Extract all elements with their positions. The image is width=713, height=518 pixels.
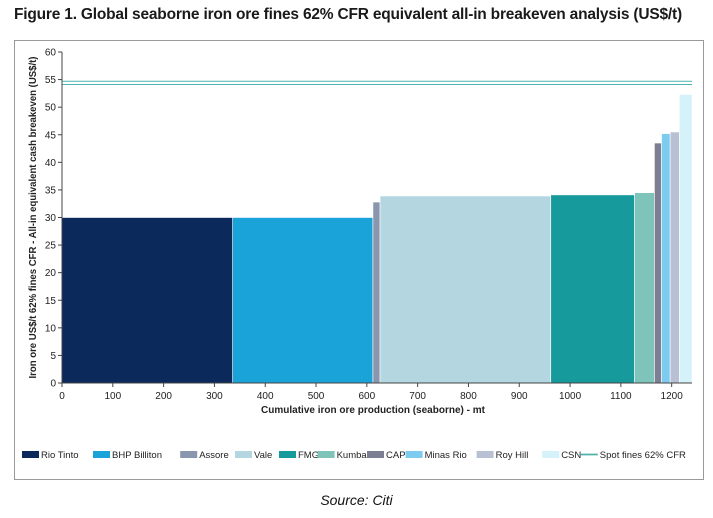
x-tick-label: 600 [358, 391, 375, 402]
legend-swatch-minas-rio [405, 451, 423, 458]
legend-label-spot-fines-62-cfr: Spot fines 62% CFR [600, 450, 686, 461]
x-tick-label: 900 [511, 391, 528, 402]
bar-csn [678, 94, 693, 384]
y-tick-label: 25 [45, 241, 57, 252]
y-axis-label: Iron ore US$/t 62% fines CFR - All-in eq… [28, 57, 39, 379]
source-note: Source: Citi [320, 492, 393, 508]
bar-kumba [634, 192, 655, 384]
legend-swatch-assore [180, 451, 198, 458]
legend-swatch-cap [367, 451, 384, 458]
bar-rio-tinto [61, 217, 234, 384]
bar-bhp-billiton [232, 217, 374, 384]
legend-label-bhp-billiton: BHP Billiton [112, 450, 162, 461]
legend-swatch-fmg [279, 451, 296, 458]
bar-roy-hill [669, 131, 680, 384]
y-tick-label: 15 [45, 296, 57, 307]
y-tick-label: 10 [45, 323, 57, 334]
x-tick-label: 1000 [559, 391, 582, 402]
x-tick-label: 700 [409, 391, 426, 402]
legend-label-cap: CAP [386, 450, 406, 461]
legend-label-csn: CSN [561, 450, 581, 461]
bar-fmg [550, 194, 635, 384]
legend-swatch-bhp-billiton [93, 451, 110, 458]
bar-minas-rio [661, 133, 671, 384]
x-axis-label: Cumulative iron ore production (seaborne… [261, 405, 486, 416]
legend-swatch-roy-hill [476, 451, 494, 458]
legend-label-vale: Vale [254, 450, 272, 461]
y-tick-label: 45 [45, 130, 57, 141]
bar-assore [372, 201, 381, 384]
y-tick-label: 55 [45, 75, 57, 86]
bar-cap [654, 142, 662, 384]
legend-swatch-kumba [317, 451, 335, 458]
x-tick-label: 1200 [661, 391, 684, 402]
y-tick-label: 50 [45, 103, 57, 114]
legend-swatch-rio-tinto [22, 451, 39, 458]
x-tick-label: 100 [104, 391, 121, 402]
legend-label-roy-hill: Roy Hill [496, 450, 529, 461]
bar-vale [379, 195, 552, 384]
legend-label-minas-rio: Minas Rio [425, 450, 467, 461]
x-tick-label: 400 [257, 391, 274, 402]
x-tick-label: 0 [59, 391, 65, 402]
legend-label-kumba: Kumba [337, 450, 368, 461]
y-tick-label: 0 [50, 379, 56, 390]
y-tick-label: 5 [50, 351, 56, 362]
x-tick-label: 500 [308, 391, 325, 402]
legend-label-assore: Assore [199, 450, 229, 461]
y-tick-label: 60 [45, 48, 57, 59]
y-tick-label: 35 [45, 185, 57, 196]
x-tick-label: 300 [206, 391, 223, 402]
y-tick-label: 20 [45, 268, 57, 279]
x-tick-label: 800 [460, 391, 477, 402]
y-tick-label: 40 [45, 158, 57, 169]
y-tick-label: 30 [45, 213, 57, 224]
x-tick-label: 1100 [610, 391, 632, 402]
chart-title: Figure 1. Global seaborne iron ore fines… [14, 6, 682, 23]
legend-label-fmg: FMG [298, 450, 319, 461]
legend-swatch-vale [235, 451, 252, 458]
chart-frame [14, 40, 704, 480]
x-tick-label: 200 [155, 391, 172, 402]
legend-label-rio-tinto: Rio Tinto [41, 450, 79, 461]
legend-swatch-csn [542, 451, 560, 458]
